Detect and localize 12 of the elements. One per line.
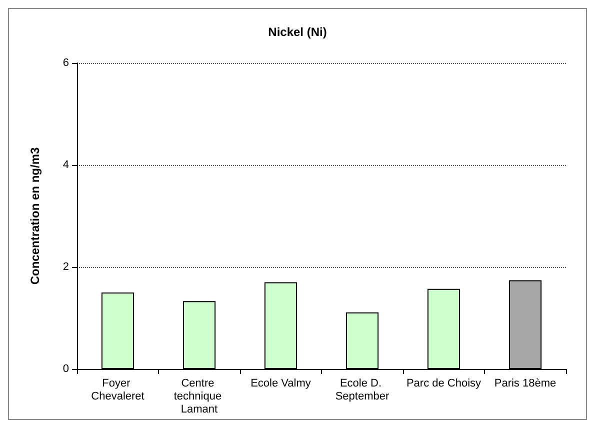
x-tick-label: Foyer Chevaleret [91,378,144,402]
y-tick-label: 6 [62,57,69,69]
x-tick-label: Parc de Choisy [406,378,482,390]
y-tick-label: 2 [62,261,69,273]
y-axis-title: Concentration en ng/m3 [28,147,42,285]
x-tick-label: Centre technique Lamant [174,378,225,416]
x-tick-label: Paris 18ème [494,378,556,390]
x-tick-label: Ecole D. September [335,378,390,402]
chart-title: Nickel (Ni) [268,25,327,39]
y-tick-label: 4 [62,159,69,171]
y-tick-label: 0 [62,363,69,375]
x-tick-label: Ecole Valmy [250,378,312,390]
